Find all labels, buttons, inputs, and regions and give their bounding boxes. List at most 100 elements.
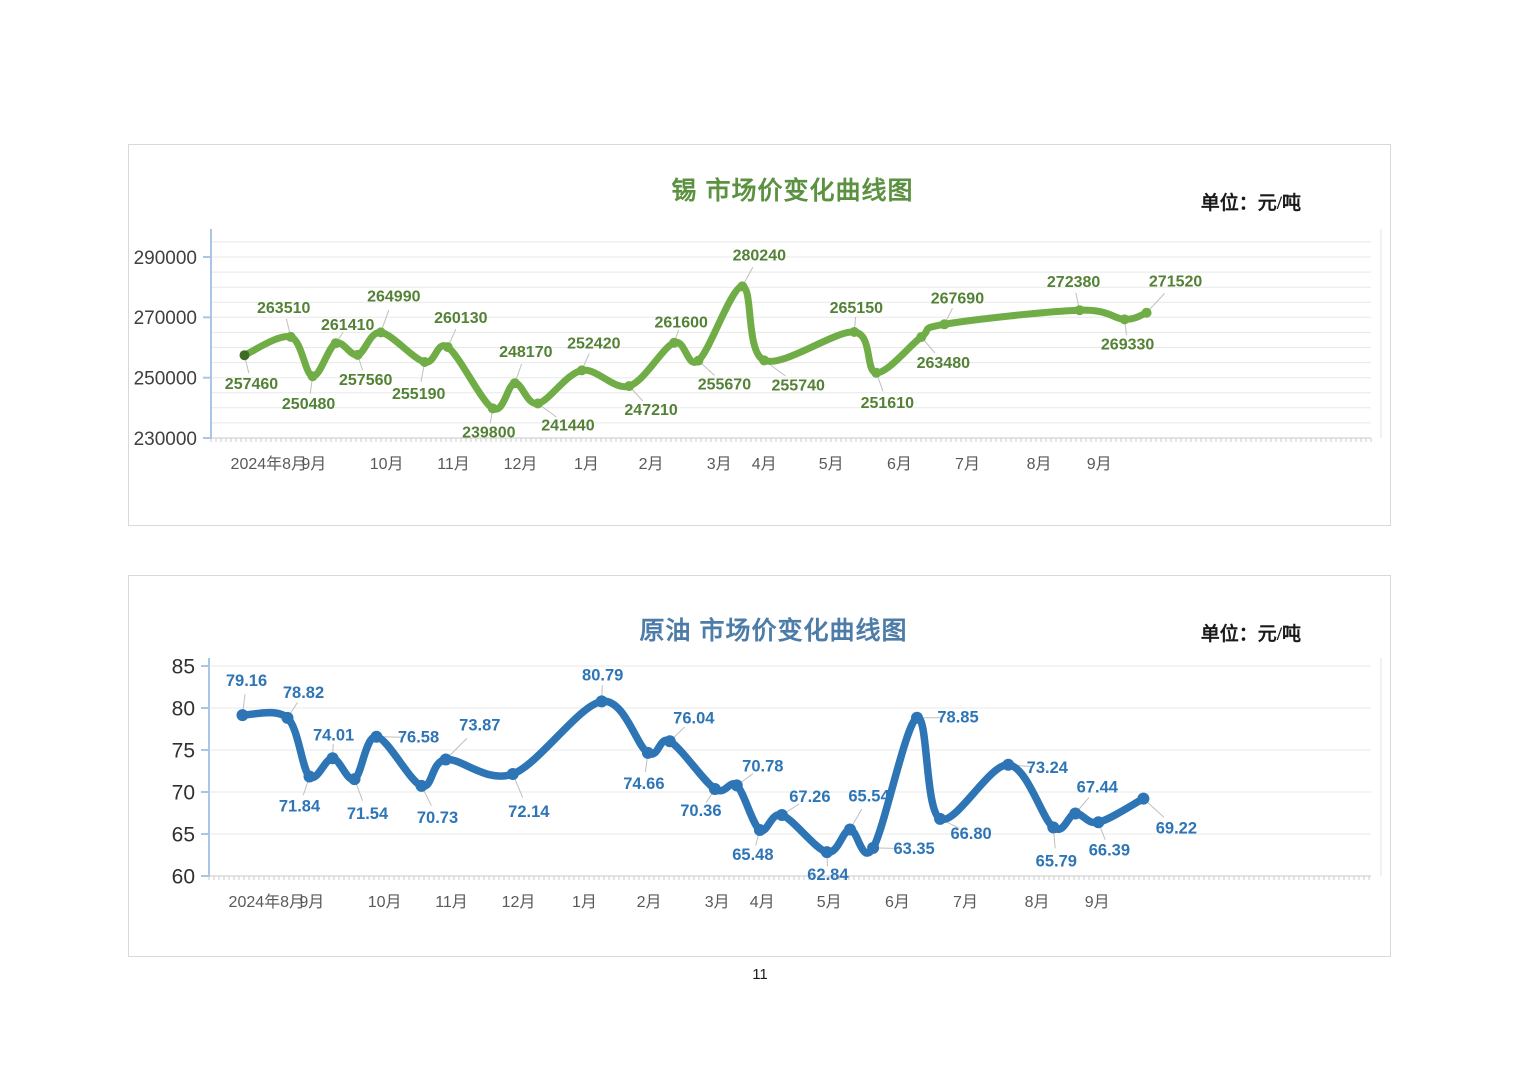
data-label: 255670	[698, 377, 751, 394]
data-label: 250480	[282, 396, 335, 413]
data-point-marker	[1092, 816, 1105, 829]
data-point-marker	[595, 695, 608, 708]
x-axis-label: 2月	[639, 456, 664, 473]
data-label: 255740	[772, 377, 825, 394]
data-point-marker	[370, 730, 383, 743]
data-point-marker	[1137, 792, 1150, 805]
data-point-marker	[911, 711, 923, 724]
data-labels: 257460 263510 250480 261410 257560 264990 2551…	[225, 247, 1203, 441]
data-point-marker	[693, 355, 704, 366]
data-label: 70.36	[680, 802, 721, 820]
x-axis-label: 4月	[752, 456, 777, 473]
data-point-marker	[1002, 758, 1015, 771]
data-label: 267690	[931, 290, 984, 307]
data-point-marker	[820, 846, 833, 859]
data-point-marker	[708, 783, 721, 795]
data-label: 241440	[541, 418, 594, 435]
data-point-marker	[1069, 807, 1082, 820]
data-point-marker	[624, 381, 635, 392]
x-axis-label: 2024年8月	[229, 893, 305, 911]
gridlines	[209, 665, 1371, 835]
data-label: 272380	[1047, 274, 1100, 291]
data-point-marker	[239, 350, 250, 361]
x-axis-label: 10月	[370, 456, 404, 473]
unit-label: 单位：元/吨	[1200, 624, 1301, 645]
x-axis-label: 1月	[574, 456, 599, 473]
gridlines	[211, 241, 1371, 424]
data-label: 66.80	[950, 825, 991, 843]
chart-title: 原油 市场价变化曲线图	[639, 617, 908, 645]
x-axis-label: 8月	[1025, 894, 1050, 911]
data-label: 72.14	[508, 803, 550, 821]
x-axis-label: 12月	[502, 894, 536, 911]
data-labels: 79.16 78.82 71.84 74.01 71.54 76.58 70.73 73.87…	[226, 666, 1197, 884]
data-label: 78.85	[937, 709, 978, 727]
x-axis-label: 9月	[301, 456, 326, 473]
data-label: 74.66	[623, 775, 664, 793]
data-point-markers	[236, 695, 1150, 859]
data-label: 74.01	[313, 726, 354, 744]
data-label: 261410	[321, 317, 374, 334]
data-label: 265150	[830, 300, 883, 317]
data-point-marker	[753, 824, 766, 836]
data-label: 257460	[225, 376, 278, 393]
x-axis-ticks	[208, 876, 1370, 880]
data-label: 78.82	[283, 684, 324, 702]
data-point-marker	[669, 337, 680, 348]
data-point-markers	[239, 281, 1152, 414]
data-point-marker	[307, 371, 318, 382]
y-axis-label: 65	[172, 824, 195, 847]
data-point-marker	[442, 342, 453, 353]
data-point-marker	[506, 768, 519, 780]
data-point-marker	[916, 332, 927, 342]
data-label: 263480	[917, 355, 970, 372]
data-label: 66.39	[1089, 841, 1130, 859]
data-label: 280240	[733, 247, 786, 264]
data-point-marker	[352, 349, 363, 360]
data-label: 73.87	[459, 717, 500, 735]
y-axis-label: 250000	[134, 369, 197, 390]
data-point-marker	[375, 327, 386, 338]
data-point-marker	[1141, 307, 1152, 318]
x-axis-label: 4月	[750, 894, 775, 911]
data-label: 248170	[499, 344, 552, 361]
data-point-marker	[419, 357, 430, 367]
x-axis-label: 9月	[299, 894, 324, 911]
y-axis-label: 80	[172, 698, 195, 721]
x-axis-label: 11月	[437, 456, 470, 473]
tin-price-chart-panel: 锡 市场价变化曲线图 单位：元/吨 230000 250000 270000 2900…	[128, 144, 1391, 526]
data-label: 269330	[1101, 336, 1154, 353]
data-label: 65.48	[732, 846, 773, 864]
data-label: 255190	[392, 386, 445, 403]
data-point-marker	[236, 709, 249, 722]
data-point-marker	[844, 823, 856, 836]
data-label: 252420	[567, 335, 620, 352]
data-label: 67.44	[1077, 779, 1119, 797]
data-label: 76.04	[673, 709, 715, 727]
data-label: 65.54	[848, 788, 890, 806]
x-axis-label: 12月	[504, 456, 538, 473]
data-label: 73.24	[1027, 759, 1069, 777]
data-point-marker	[509, 378, 520, 389]
data-point-marker	[532, 398, 543, 409]
x-axis-label: 5月	[817, 894, 842, 911]
unit-label: 单位：元/吨	[1200, 193, 1301, 214]
y-axis-label: 270000	[134, 308, 197, 329]
y-axis-label: 75	[172, 740, 195, 763]
data-point-marker	[303, 770, 316, 783]
data-label: 69.22	[1156, 820, 1197, 838]
data-point-marker	[487, 403, 498, 414]
data-label: 65.79	[1036, 852, 1077, 870]
data-label: 251610	[861, 395, 914, 412]
data-label: 80.79	[582, 666, 623, 684]
data-point-marker	[281, 711, 294, 724]
x-axis-label: 6月	[885, 894, 910, 911]
y-axis-label: 290000	[134, 248, 197, 269]
data-point-marker	[737, 281, 748, 292]
x-axis-label: 6月	[887, 456, 912, 473]
data-point-marker	[439, 753, 452, 766]
x-axis-label: 2024年8月	[231, 455, 307, 473]
data-label: 63.35	[893, 840, 934, 858]
x-axis-label: 7月	[953, 894, 978, 911]
